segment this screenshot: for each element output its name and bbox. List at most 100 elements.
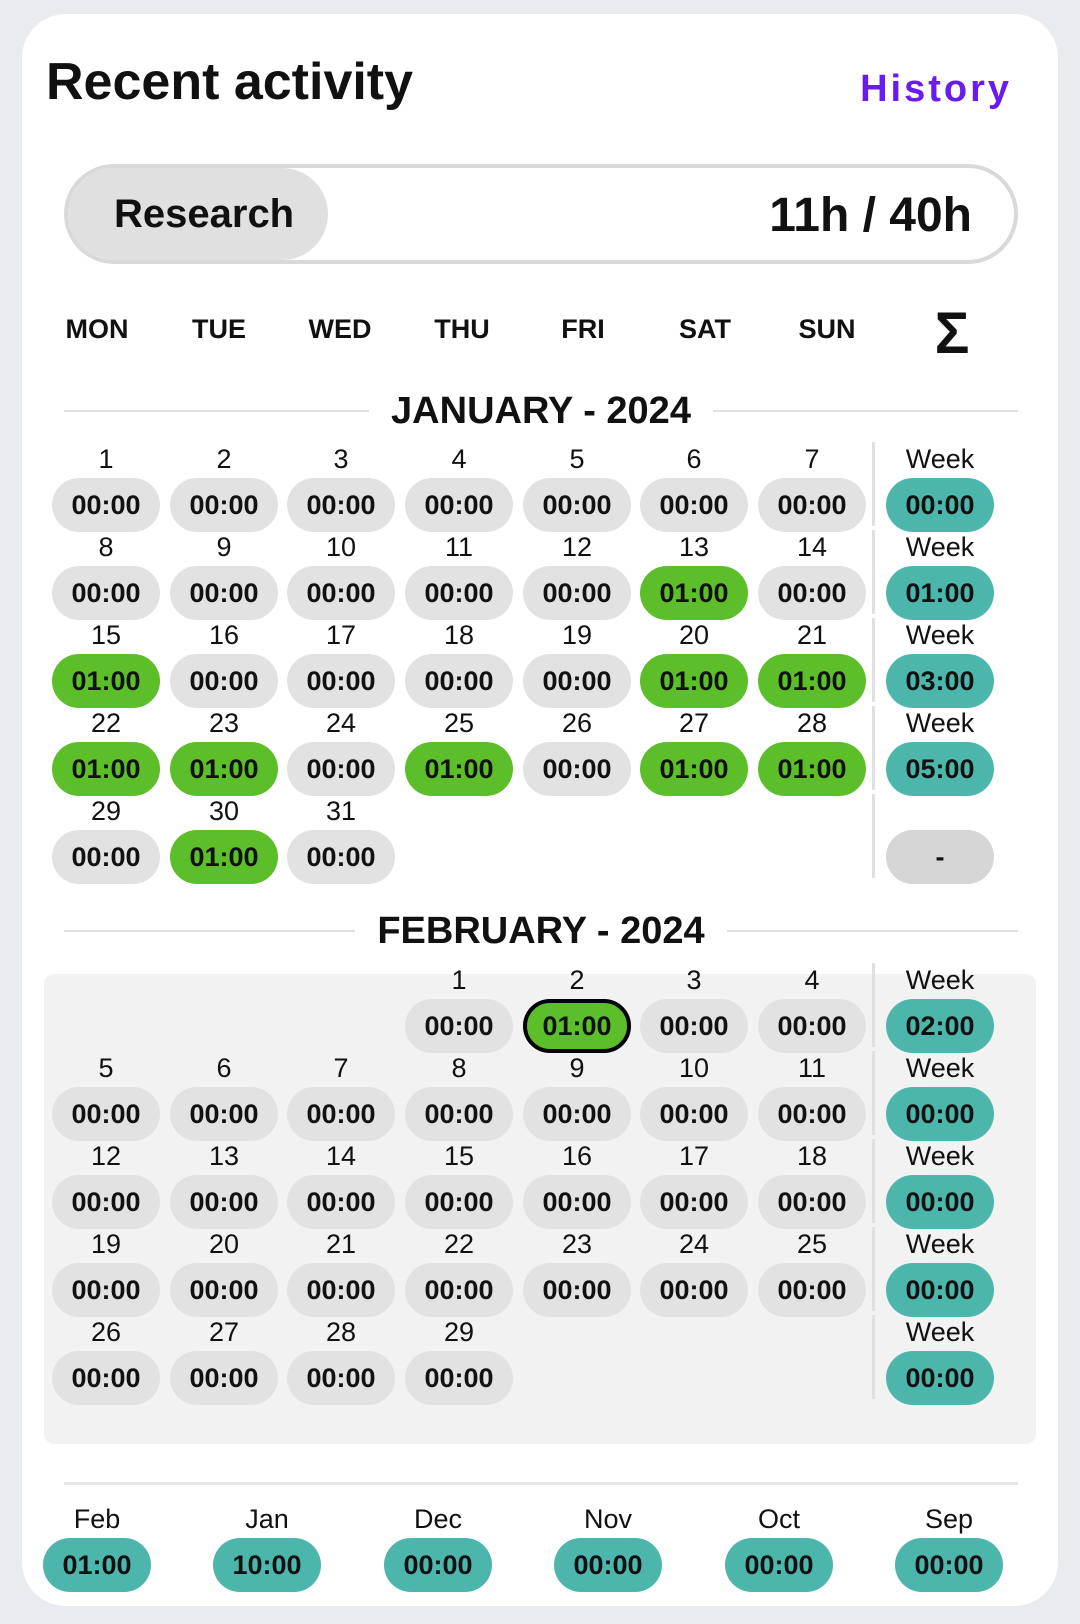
day-hours-pill[interactable]: 00:00	[758, 1263, 866, 1317]
day-hours-pill[interactable]: 00:00	[52, 478, 160, 532]
day-hours-pill[interactable]: 00:00	[640, 1175, 748, 1229]
day-hours-pill[interactable]: 00:00	[287, 478, 395, 532]
month-total-cell[interactable]: Oct 00:00	[724, 1504, 834, 1592]
day-cell[interactable]: 4 00:00	[404, 444, 514, 532]
month-total-pill[interactable]: 00:00	[725, 1538, 833, 1592]
day-hours-pill[interactable]: 00:00	[287, 654, 395, 708]
day-cell[interactable]: 10 00:00	[639, 1053, 749, 1141]
day-cell[interactable]: 21 00:00	[286, 1229, 396, 1317]
day-hours-pill[interactable]: 00:00	[640, 999, 748, 1053]
month-total-pill[interactable]: 00:00	[895, 1538, 1003, 1592]
day-hours-pill[interactable]: 01:00	[52, 742, 160, 796]
day-cell[interactable]: 23 01:00	[169, 708, 279, 796]
day-hours-pill[interactable]: 00:00	[405, 1263, 513, 1317]
day-cell[interactable]: 18 00:00	[404, 620, 514, 708]
day-cell[interactable]: 14 00:00	[286, 1141, 396, 1229]
day-hours-pill[interactable]: 00:00	[287, 566, 395, 620]
week-total-cell[interactable]: Week 05:00	[880, 708, 1000, 796]
day-hours-pill[interactable]: 01:00	[640, 742, 748, 796]
day-cell[interactable]: 9 00:00	[169, 532, 279, 620]
week-total-cell[interactable]: Week 01:00	[880, 532, 1000, 620]
day-cell[interactable]: 10 00:00	[286, 532, 396, 620]
day-cell[interactable]: 21 01:00	[757, 620, 867, 708]
week-total-pill[interactable]: 05:00	[886, 742, 994, 796]
day-cell[interactable]: 27 00:00	[169, 1317, 279, 1405]
week-total-cell[interactable]: -	[880, 796, 1000, 884]
day-hours-pill[interactable]: 00:00	[640, 1087, 748, 1141]
day-hours-pill[interactable]: 01:00	[170, 830, 278, 884]
day-hours-pill[interactable]: 00:00	[287, 1351, 395, 1405]
day-cell[interactable]: 26 00:00	[51, 1317, 161, 1405]
day-hours-pill[interactable]: 00:00	[170, 566, 278, 620]
day-hours-pill[interactable]: 00:00	[758, 1087, 866, 1141]
week-total-pill[interactable]: 01:00	[886, 566, 994, 620]
day-hours-pill[interactable]: 00:00	[523, 1087, 631, 1141]
day-cell[interactable]: 3 00:00	[639, 965, 749, 1053]
month-total-cell[interactable]: Sep 00:00	[894, 1504, 1004, 1592]
day-hours-pill[interactable]: 00:00	[640, 1263, 748, 1317]
day-hours-pill[interactable]: 00:00	[758, 999, 866, 1053]
week-total-pill[interactable]: 00:00	[886, 1351, 994, 1405]
day-hours-pill[interactable]: 00:00	[52, 1087, 160, 1141]
day-hours-pill[interactable]: 00:00	[52, 830, 160, 884]
day-hours-pill[interactable]: 00:00	[170, 1351, 278, 1405]
day-cell[interactable]: 5 00:00	[522, 444, 632, 532]
day-cell[interactable]: 15 01:00	[51, 620, 161, 708]
day-cell[interactable]: 1 00:00	[51, 444, 161, 532]
day-cell[interactable]: 29 00:00	[51, 796, 161, 884]
month-total-cell[interactable]: Nov 00:00	[553, 1504, 663, 1592]
month-total-cell[interactable]: Feb 01:00	[42, 1504, 152, 1592]
day-cell[interactable]: 28 00:00	[286, 1317, 396, 1405]
day-cell[interactable]: 19 00:00	[522, 620, 632, 708]
day-hours-pill[interactable]: 00:00	[170, 1087, 278, 1141]
day-hours-pill[interactable]: 00:00	[405, 566, 513, 620]
day-cell[interactable]: 20 01:00	[639, 620, 749, 708]
day-hours-pill[interactable]: 01:00	[52, 654, 160, 708]
day-cell[interactable]: 5 00:00	[51, 1053, 161, 1141]
day-hours-pill[interactable]: 00:00	[758, 566, 866, 620]
day-hours-pill[interactable]: 00:00	[52, 1263, 160, 1317]
week-total-pill[interactable]: 02:00	[886, 999, 994, 1053]
day-hours-pill[interactable]: 00:00	[170, 1175, 278, 1229]
day-cell[interactable]: 12 00:00	[51, 1141, 161, 1229]
day-cell[interactable]: 17 00:00	[639, 1141, 749, 1229]
day-cell[interactable]: 22 00:00	[404, 1229, 514, 1317]
day-cell[interactable]: 4 00:00	[757, 965, 867, 1053]
day-hours-pill[interactable]: 01:00	[640, 566, 748, 620]
day-cell[interactable]: 7 00:00	[286, 1053, 396, 1141]
day-cell[interactable]: 24 00:00	[639, 1229, 749, 1317]
week-total-cell[interactable]: Week 00:00	[880, 1317, 1000, 1405]
month-total-cell[interactable]: Jan 10:00	[212, 1504, 322, 1592]
day-cell[interactable]: 27 01:00	[639, 708, 749, 796]
day-hours-pill[interactable]: 01:00	[640, 654, 748, 708]
day-hours-pill[interactable]: 00:00	[287, 1263, 395, 1317]
day-hours-pill[interactable]: 00:00	[405, 1175, 513, 1229]
day-hours-pill[interactable]: 00:00	[523, 742, 631, 796]
day-cell[interactable]: 15 00:00	[404, 1141, 514, 1229]
day-cell[interactable]: 14 00:00	[757, 532, 867, 620]
day-cell[interactable]: 25 01:00	[404, 708, 514, 796]
day-cell[interactable]: 9 00:00	[522, 1053, 632, 1141]
day-cell[interactable]: 6 00:00	[639, 444, 749, 532]
day-hours-pill[interactable]: 00:00	[523, 654, 631, 708]
week-total-cell[interactable]: Week 00:00	[880, 444, 1000, 532]
week-total-pill[interactable]: 00:00	[886, 1175, 994, 1229]
day-cell[interactable]: 29 00:00	[404, 1317, 514, 1405]
week-total-pill[interactable]: 00:00	[886, 1087, 994, 1141]
day-hours-pill[interactable]: 01:00	[758, 654, 866, 708]
day-cell[interactable]: 2 01:00	[522, 965, 632, 1053]
day-hours-pill[interactable]: 00:00	[170, 654, 278, 708]
day-hours-pill[interactable]: 00:00	[405, 999, 513, 1053]
week-total-pill[interactable]: 00:00	[886, 478, 994, 532]
day-hours-pill[interactable]: 00:00	[287, 742, 395, 796]
day-cell[interactable]: 13 01:00	[639, 532, 749, 620]
week-total-pill[interactable]: 03:00	[886, 654, 994, 708]
day-cell[interactable]: 28 01:00	[757, 708, 867, 796]
day-hours-pill[interactable]: 00:00	[287, 1087, 395, 1141]
day-cell[interactable]: 25 00:00	[757, 1229, 867, 1317]
day-cell[interactable]: 8 00:00	[404, 1053, 514, 1141]
project-progress-bar[interactable]: Research 11h / 40h	[64, 164, 1018, 264]
day-hours-pill[interactable]: 00:00	[52, 1175, 160, 1229]
week-total-cell[interactable]: Week 00:00	[880, 1229, 1000, 1317]
day-cell[interactable]: 11 00:00	[757, 1053, 867, 1141]
